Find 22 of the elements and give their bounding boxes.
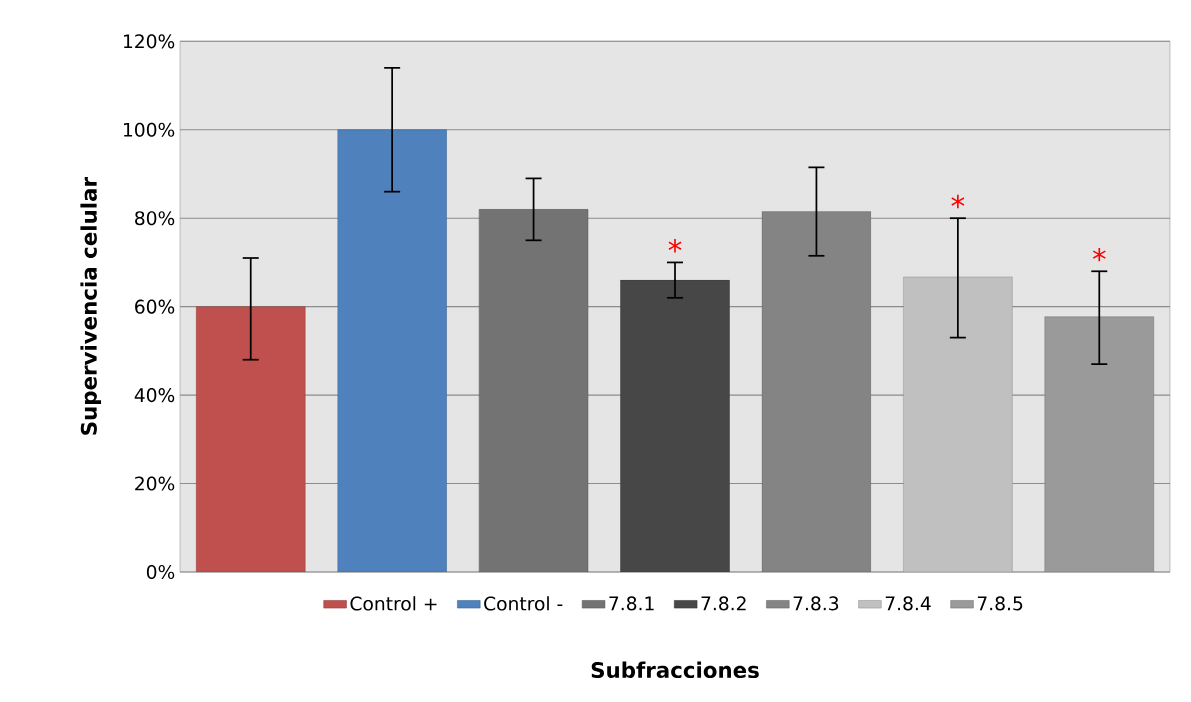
- bar: [1044, 316, 1155, 572]
- legend-label: 7.8.2: [701, 596, 746, 611]
- data-label: *: [668, 239, 682, 253]
- y-tick-label: 120%: [123, 34, 175, 49]
- y-tick-label: 60%: [135, 299, 175, 314]
- legend-label: Control +: [350, 596, 437, 611]
- legend-label: 7.8.3: [793, 596, 839, 611]
- y-axis-title: Supervivencia celular: [80, 177, 102, 435]
- x-axis-title: Subfracciones: [591, 661, 759, 679]
- bar: [620, 279, 730, 572]
- bar: [337, 129, 447, 572]
- legend-label: 7.8.4: [885, 596, 931, 611]
- legend-label: 7.8.1: [609, 596, 654, 611]
- y-tick-label: 80%: [135, 211, 175, 226]
- data-label: *: [951, 194, 965, 209]
- legend-label: 7.8.5: [977, 596, 1023, 611]
- data-label: *: [1092, 247, 1106, 262]
- legend-label: Control -: [484, 596, 563, 611]
- y-tick-label: 20%: [135, 476, 175, 491]
- y-tick-label: 0%: [146, 564, 175, 580]
- y-tick-label: 100%: [123, 122, 175, 137]
- y-tick-label: 40%: [134, 388, 175, 403]
